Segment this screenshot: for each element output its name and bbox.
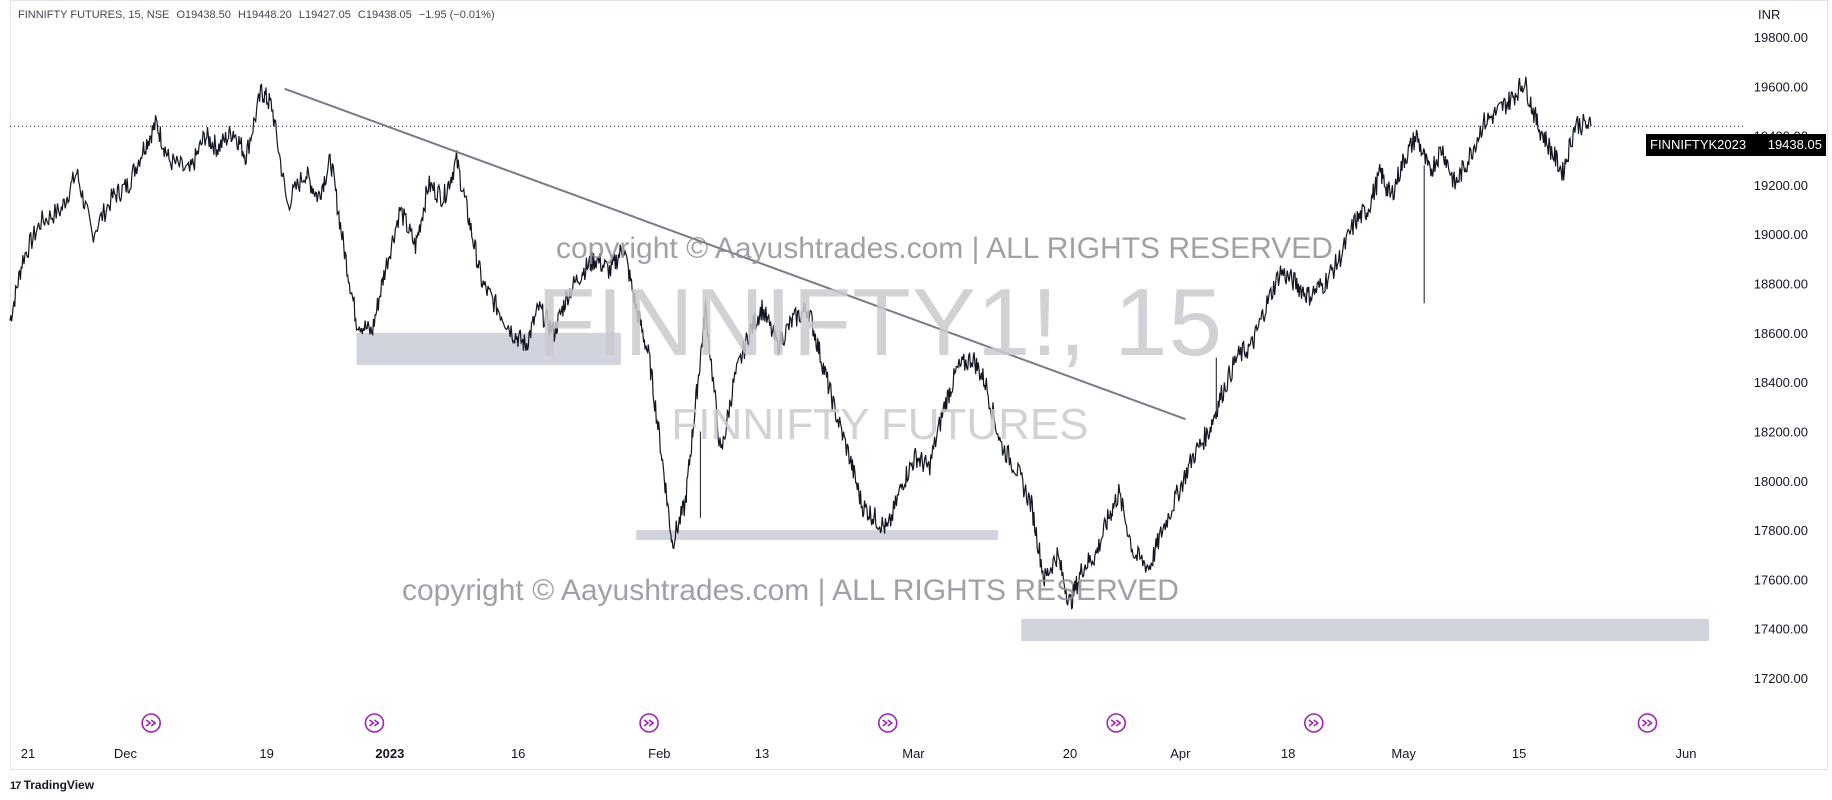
x-tick-label: 20	[1063, 746, 1077, 761]
event-marker-arrow	[1641, 719, 1653, 727]
y-tick-label: 18200.00	[1754, 424, 1808, 439]
tradingview-logo-text: TradingView	[23, 778, 95, 792]
x-tick-label: 21	[21, 746, 35, 761]
price-series	[9, 76, 1592, 610]
legend-open: O19438.50	[176, 9, 231, 21]
ohlc-legend[interactable]: FINNIFTY FUTURES, 15, NSE O19438.50 H194…	[18, 9, 499, 21]
legend-close: C19438.05	[357, 9, 412, 21]
event-marker-icon[interactable]	[877, 713, 898, 733]
y-tick-label: 18000.00	[1754, 474, 1808, 489]
event-marker-icon[interactable]	[639, 713, 659, 733]
event-marker-arrow	[1110, 719, 1122, 727]
last-price-tag: FINNIFTYK2023 19438.05	[1646, 134, 1826, 156]
legend-high: H19448.20	[237, 9, 292, 21]
y-tick-label: 18800.00	[1754, 277, 1808, 292]
price-tag-symbol: FINNIFTYK2023	[1650, 137, 1747, 152]
event-marker-icon[interactable]	[364, 713, 385, 733]
y-tick-label: 19200.00	[1754, 178, 1808, 193]
price-axis[interactable]: 19800.0019600.0019400.0019200.0019000.00…	[1754, 30, 1808, 686]
x-tick-label: Jun	[1675, 746, 1696, 761]
tradingview-logo-icon: 17	[10, 780, 21, 792]
y-tick-label: 17800.00	[1754, 523, 1808, 538]
support-zones[interactable]	[356, 332, 1710, 642]
event-marker-icon[interactable]	[1304, 713, 1324, 733]
y-tick-label: 19600.00	[1754, 79, 1808, 94]
chart-frame[interactable]	[10, 0, 1828, 770]
support-zone[interactable]	[356, 332, 621, 365]
tradingview-logo[interactable]: 17 TradingView	[10, 778, 94, 792]
event-marker-icon[interactable]	[1106, 713, 1126, 733]
x-tick-label: Apr	[1170, 746, 1191, 761]
currency-label[interactable]: INR	[1758, 7, 1781, 22]
price-series-line	[9, 76, 1592, 610]
event-marker-arrow	[145, 719, 157, 727]
x-tick-label: 13	[755, 746, 769, 761]
x-tick-label: May	[1391, 746, 1416, 761]
event-marker-icon[interactable]	[1637, 713, 1658, 733]
x-tick-label: Mar	[902, 746, 925, 761]
legend-change: −1.95 (−0.01%)	[418, 9, 495, 21]
x-tick-label: 2023	[375, 746, 404, 761]
y-tick-label: 19000.00	[1754, 227, 1808, 242]
trendline[interactable]	[284, 87, 1186, 421]
event-marker-arrow	[1308, 719, 1320, 727]
x-tick-label: 18	[1281, 746, 1295, 761]
legend-low: L19427.05	[298, 9, 351, 21]
event-marker-arrow	[882, 719, 894, 727]
y-tick-label: 19800.00	[1754, 30, 1808, 45]
y-tick-label: 17200.00	[1754, 671, 1808, 686]
event-marker-arrow	[643, 719, 655, 727]
event-marker-arrow	[368, 719, 380, 727]
y-tick-label: 18600.00	[1754, 326, 1808, 341]
support-zone[interactable]	[1021, 618, 1710, 642]
x-tick-label: 15	[1512, 746, 1526, 761]
y-tick-label: 17400.00	[1754, 622, 1808, 637]
time-axis[interactable]: 21 Dec 19 2023 16 Feb 13 Mar 20 Apr 18 May 15 Jun	[21, 746, 1697, 761]
x-tick-label: 16	[511, 746, 525, 761]
y-tick-label: 18400.00	[1754, 375, 1808, 390]
support-zone[interactable]	[636, 530, 999, 540]
x-tick-label: 19	[259, 746, 273, 761]
event-markers[interactable]	[141, 713, 1658, 733]
y-tick-label: 17600.00	[1754, 572, 1808, 587]
event-marker-icon[interactable]	[141, 713, 161, 733]
price-tag-value: 19438.05	[1767, 137, 1822, 152]
legend-symbol[interactable]: FINNIFTY FUTURES, 15, NSE	[18, 9, 170, 21]
x-tick-label: Dec	[114, 746, 138, 761]
x-tick-label: Feb	[648, 746, 670, 761]
